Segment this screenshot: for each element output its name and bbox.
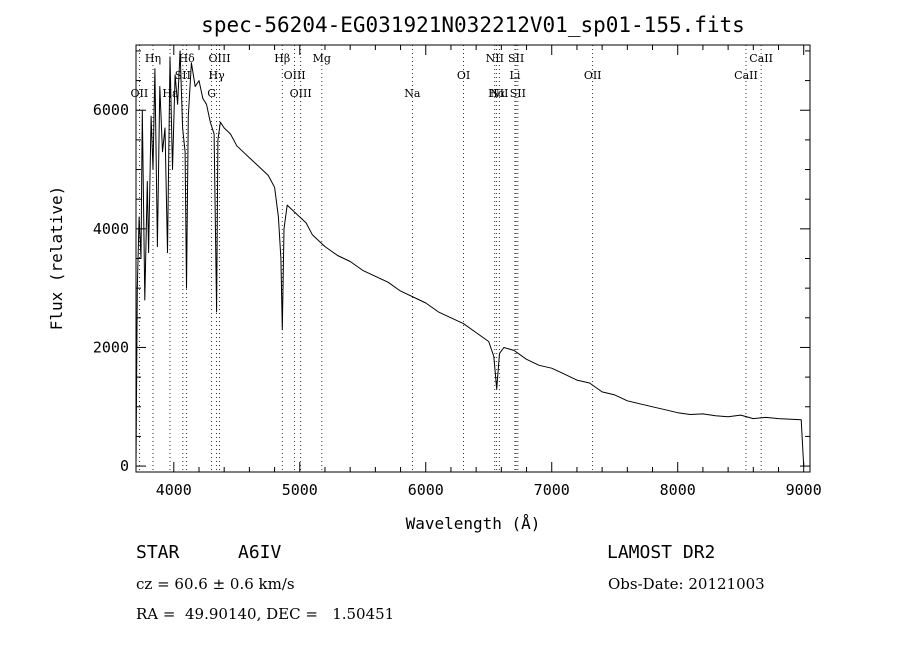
line-marker-label: NII	[486, 52, 504, 65]
redshift-velocity: cz = 60.6 ± 0.6 km/s	[136, 575, 295, 593]
y-tick-label: 6000	[93, 101, 129, 119]
x-tick-label: 4000	[156, 481, 192, 499]
line-marker-label: OIII	[290, 87, 312, 100]
line-marker-label: Hε	[162, 87, 178, 100]
line-marker-label: OII	[131, 87, 149, 100]
line-marker-label: Hα	[488, 87, 506, 100]
x-tick-label: 6000	[408, 481, 444, 499]
line-marker-label: SII	[510, 87, 526, 100]
line-marker-label: OIII	[208, 52, 230, 65]
line-marker-label: NII	[490, 87, 508, 100]
spectrum-series-0	[135, 50, 805, 467]
x-axis: 4000 5000 6000 7000 8000 9000	[156, 45, 822, 499]
object-class: STAR	[136, 542, 180, 563]
line-marker-label: Hη	[145, 52, 161, 65]
y-axis-label: Flux (relative)	[47, 186, 66, 331]
series-layer	[135, 50, 805, 467]
y-tick-label: 4000	[93, 220, 129, 238]
y-axis: 0 2000 4000 6000	[93, 50, 810, 475]
line-marker-label: G	[207, 87, 216, 100]
line-marker-label: Mg	[313, 52, 331, 65]
y-tick-label: 0	[120, 457, 129, 475]
observation-date: Obs-Date: 20121003	[608, 575, 765, 593]
line-marker-label: SII	[508, 52, 524, 65]
plot-frame	[135, 44, 811, 473]
x-tick-label: 8000	[660, 481, 696, 499]
line-marker-layer: Hα Hβ Hγ Hδ Hε Hη OII SII G OIII OIII OIII Mg Na OI NII…	[131, 45, 773, 472]
x-tick-label: 7000	[534, 481, 570, 499]
line-marker-label: Hγ	[209, 69, 226, 82]
line-marker-label: SII	[175, 69, 191, 82]
x-tick-label: 5000	[282, 481, 318, 499]
line-marker-label: Li	[510, 69, 521, 82]
line-marker-label: CaII	[734, 69, 758, 82]
x-axis-label: Wavelength (Å)	[406, 514, 541, 533]
survey-name: LAMOST DR2	[607, 542, 716, 563]
line-marker-label: OII	[584, 69, 602, 82]
y-tick-label: 2000	[93, 338, 129, 356]
line-marker-label: CaII	[749, 52, 773, 65]
sky-coordinates: RA = 49.90140, DEC = 1.50451	[136, 605, 395, 623]
line-marker-label: Na	[404, 87, 421, 100]
object-subclass: A6IV	[238, 542, 282, 563]
line-marker-label: Hβ	[274, 52, 290, 65]
line-marker-label: OIII	[284, 69, 306, 82]
chart-title: spec-56204-EG031921N032212V01_sp01-155.f…	[201, 13, 745, 37]
x-tick-label: 9000	[786, 481, 822, 499]
line-marker-label: OI	[457, 69, 470, 82]
line-marker-label: Hδ	[179, 52, 196, 65]
